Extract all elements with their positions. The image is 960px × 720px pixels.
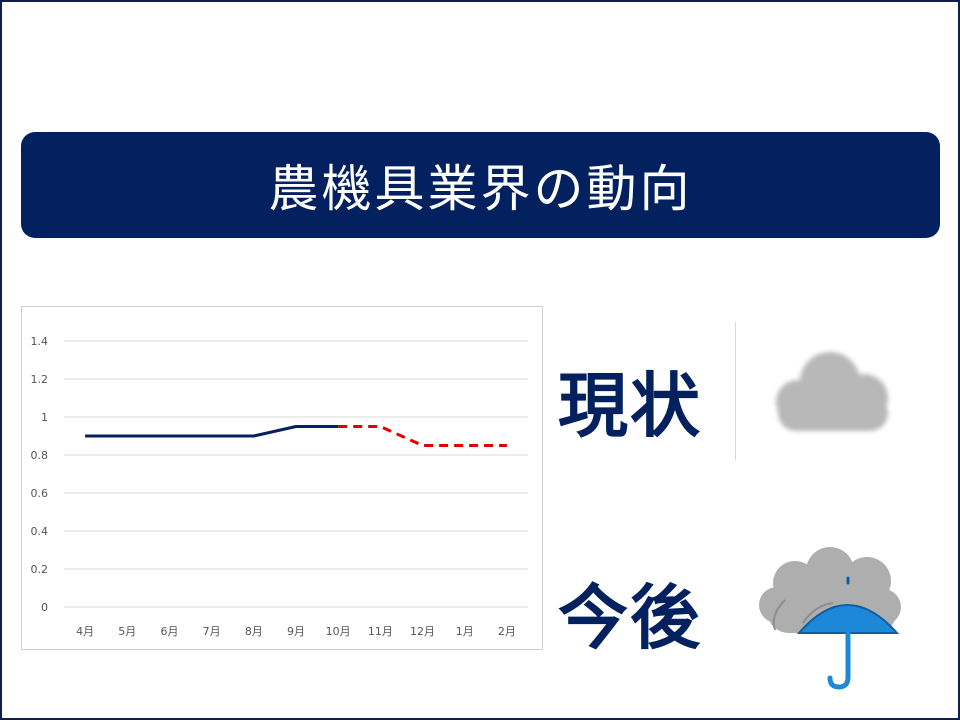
actual-series-line bbox=[85, 425, 339, 438]
x-tick-label: 4月 bbox=[76, 625, 94, 638]
forecast-series-line bbox=[338, 425, 507, 447]
x-tick-label: 7月 bbox=[203, 625, 221, 638]
trend-chart: 0 0.2 0.4 0.6 0.8 1 1.2 1.4 4月 5月 6月 7月 8月 9月 10月 11月 12… bbox=[21, 306, 543, 650]
y-tick-label: 1.2 bbox=[31, 373, 49, 386]
x-tick-label: 10月 bbox=[326, 625, 351, 638]
x-tick-label: 9月 bbox=[287, 625, 305, 638]
y-tick-label: 0.8 bbox=[31, 449, 49, 462]
x-tick-label: 5月 bbox=[118, 625, 136, 638]
x-tick-label: 6月 bbox=[160, 625, 178, 638]
x-tick-label: 1月 bbox=[456, 625, 474, 638]
y-tick-label: 0.2 bbox=[31, 563, 49, 576]
rain-umbrella-icon bbox=[759, 547, 901, 690]
x-tick-label: 11月 bbox=[368, 625, 393, 638]
x-tick-label: 2月 bbox=[498, 625, 516, 638]
x-tick-label: 8月 bbox=[245, 625, 263, 638]
title-bar: 農機具業界の動向 bbox=[21, 132, 940, 238]
y-tick-label: 1 bbox=[41, 411, 48, 424]
y-tick-label: 0 bbox=[41, 601, 48, 614]
y-tick-label: 0.4 bbox=[31, 525, 49, 538]
cloudy-icon bbox=[776, 352, 888, 431]
future-status-label: 今後 bbox=[558, 577, 702, 659]
y-tick-label: 1.4 bbox=[31, 335, 49, 348]
divider bbox=[735, 322, 736, 460]
x-tick-label: 12月 bbox=[410, 625, 435, 638]
page-title: 農機具業界の動向 bbox=[268, 160, 693, 218]
y-tick-label: 0.6 bbox=[31, 487, 49, 500]
current-status-label: 現状 bbox=[558, 365, 702, 447]
trend-chart-svg: 0 0.2 0.4 0.6 0.8 1 1.2 1.4 4月 5月 6月 7月 8月 9月 10月 11月 12… bbox=[31, 335, 528, 638]
